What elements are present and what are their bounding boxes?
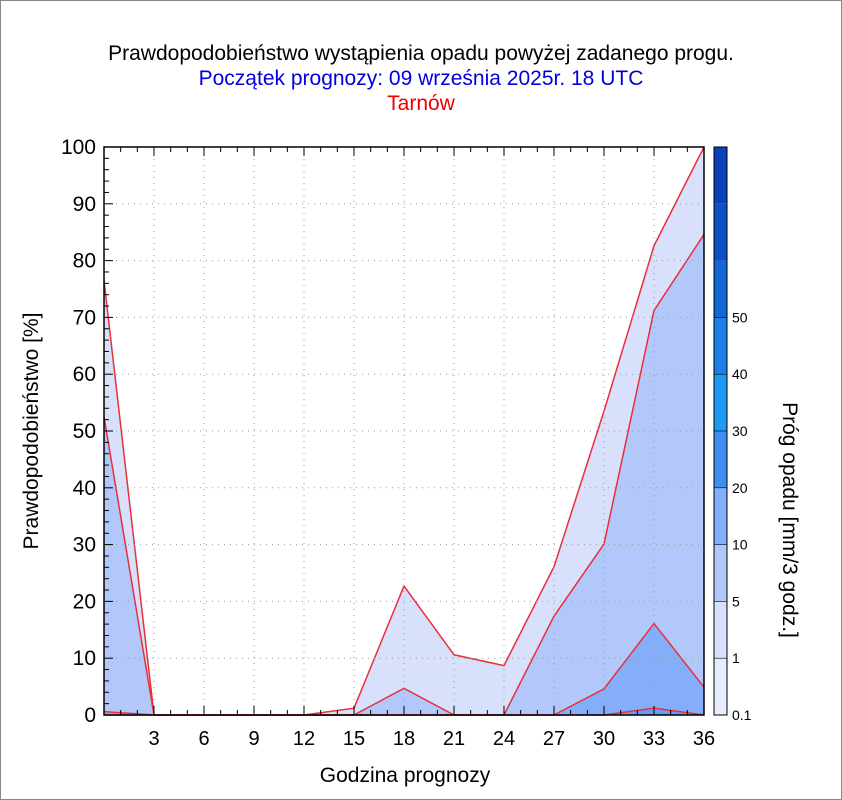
- y-tick-label-30: 30: [73, 534, 96, 557]
- y-tick-label-60: 60: [73, 363, 96, 386]
- x-tick-label-36: 36: [693, 728, 715, 750]
- colorbar-label-5: 5: [732, 593, 740, 609]
- y-tick-label-80: 80: [73, 250, 96, 273]
- colorbar-label-40: 40: [732, 366, 748, 382]
- chart-subtitle: Początek prognozy: 09 września 2025r. 18…: [198, 67, 644, 90]
- colorbar-band: [714, 431, 727, 488]
- colorbar-band: [714, 658, 727, 715]
- colorbar-band: [714, 601, 727, 659]
- colorbar-label-0.1: 0.1: [732, 707, 752, 723]
- colorbar-label-20: 20: [732, 480, 748, 496]
- colorbar-label-10: 10: [732, 537, 748, 553]
- colorbar-label: Próg opadu [mm/3 godz.]: [778, 402, 801, 638]
- colorbar-band: [714, 374, 727, 431]
- y-axis-label: Prawdopodobieństwo [%]: [20, 313, 43, 550]
- x-tick-label-21: 21: [443, 728, 465, 750]
- x-tick-label-18: 18: [393, 728, 415, 750]
- colorbar-band: [714, 544, 727, 602]
- y-tick-label-70: 70: [73, 306, 96, 329]
- x-tick-label-27: 27: [543, 728, 565, 750]
- y-tick-label-100: 100: [61, 136, 96, 159]
- x-tick-label-3: 3: [148, 728, 159, 750]
- x-tick-label-6: 6: [198, 728, 209, 750]
- y-tick-label-0: 0: [84, 704, 96, 727]
- colorbar-band: [714, 147, 727, 204]
- x-tick-label-24: 24: [493, 728, 515, 750]
- x-ticks: 3 6 9 12 15 18 21 24 27 30 33 36: [103, 147, 715, 750]
- x-tick-label-12: 12: [293, 728, 315, 750]
- x-tick-label-33: 33: [643, 728, 665, 750]
- y-tick-label-20: 20: [73, 590, 96, 613]
- colorbar-band: [714, 487, 727, 545]
- y-ticks: 0 10 20 30 40 50 60 70 80 90 100: [61, 136, 113, 727]
- x-tick-label-30: 30: [593, 728, 615, 750]
- colorbar-band: [714, 203, 727, 261]
- colorbar-band: [714, 317, 727, 375]
- y-tick-label-50: 50: [73, 420, 96, 443]
- x-tick-label-9: 9: [248, 728, 259, 750]
- colorbar-label-50: 50: [732, 309, 748, 325]
- x-axis-label: Godzina prognozy: [320, 764, 491, 787]
- colorbar-label-1: 1: [732, 650, 740, 666]
- colorbar-label-30: 30: [732, 423, 748, 439]
- chart-title: Prawdopodobieństwo wystąpienia opadu pow…: [108, 42, 734, 65]
- grid-layer: [104, 147, 704, 715]
- location-label: Tarnów: [387, 92, 455, 115]
- area-series-5: [104, 623, 704, 715]
- y-tick-label-90: 90: [73, 193, 96, 216]
- x-tick-label-15: 15: [343, 728, 365, 750]
- colorbar-band: [714, 260, 727, 318]
- y-tick-label-40: 40: [73, 477, 96, 500]
- colorbar: 0.1 1 5 10 20 30 40 50: [713, 146, 752, 723]
- y-tick-label-10: 10: [73, 647, 96, 670]
